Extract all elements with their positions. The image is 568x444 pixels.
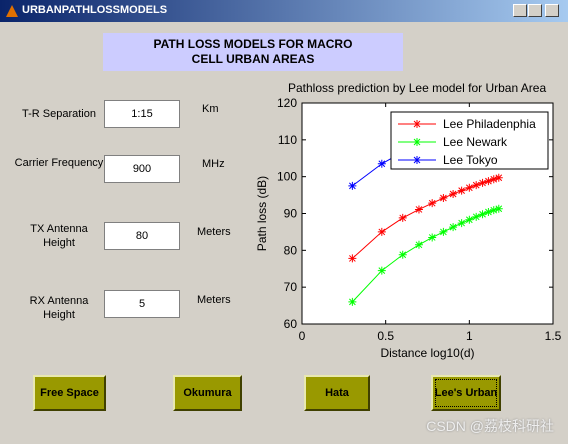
header-text: PATH LOSS MODELS FOR MACRO CELL URBAN AR… (153, 37, 353, 66)
action-button[interactable]: Lee's Urban (431, 375, 501, 411)
field-input[interactable]: 5 (104, 290, 180, 318)
y-tick-label: 80 (284, 243, 298, 257)
field-label: Carrier Frequency (14, 157, 104, 169)
marker (414, 205, 423, 214)
action-button[interactable]: Free Space (33, 375, 106, 411)
field-unit: Meters (197, 294, 231, 306)
chart-title: Pathloss prediction by Lee model for Urb… (288, 81, 546, 95)
x-axis-label: Distance log10(d) (380, 346, 474, 360)
y-tick-label: 70 (284, 280, 298, 294)
y-tick-label: 120 (277, 96, 297, 110)
marker (484, 177, 493, 186)
field-input[interactable]: 80 (104, 222, 180, 250)
field-unit: MHz (202, 158, 225, 170)
field-label: RX Antenna Height (29, 295, 89, 321)
field-label: TX Antenna Height (30, 223, 88, 249)
action-button[interactable]: Okumura (173, 375, 242, 411)
marker (465, 215, 474, 224)
marker (494, 204, 503, 213)
marker (439, 194, 448, 203)
marker (377, 227, 386, 236)
close-button[interactable] (545, 4, 559, 17)
marker (377, 266, 386, 275)
action-button[interactable]: Hata (304, 375, 370, 411)
y-tick-label: 100 (277, 170, 297, 184)
marker (478, 210, 487, 219)
legend-marker (413, 120, 421, 128)
marker (348, 297, 357, 306)
marker (457, 186, 466, 195)
marker (449, 223, 458, 232)
marker (439, 227, 448, 236)
watermark: CSDN @荔枝科研社 (426, 418, 554, 434)
y-tick-label: 110 (278, 133, 297, 147)
legend-marker (413, 138, 421, 146)
title-bar: URBANPATHLOSSMODELS (0, 0, 568, 22)
x-tick-label: 1.5 (545, 329, 562, 343)
y-axis-label: Path loss (dB) (255, 176, 269, 251)
legend-label: Lee Philadenphia (443, 117, 536, 131)
legend-marker (413, 156, 421, 164)
marker (472, 212, 481, 221)
marker (478, 178, 487, 187)
marker (348, 254, 357, 263)
minimize-button[interactable] (513, 4, 527, 17)
field-unit: Meters (197, 226, 231, 238)
marker (494, 173, 503, 182)
marker (457, 219, 466, 228)
maximize-button[interactable] (528, 4, 542, 17)
x-tick-label: 0.5 (377, 329, 394, 343)
chart: Pathloss prediction by Lee model for Urb… (255, 81, 562, 360)
field-input[interactable]: 1:15 (104, 100, 180, 128)
header: PATH LOSS MODELS FOR MACRO CELL URBAN AR… (103, 33, 403, 71)
x-tick-label: 1 (466, 329, 473, 343)
legend: Lee Philadenphia Lee Newark Lee Tokyo (390, 111, 549, 170)
marker (414, 240, 423, 249)
field-unit: Km (202, 103, 219, 115)
marker (465, 183, 474, 192)
legend-label: Lee Newark (443, 135, 508, 149)
field-input[interactable]: 900 (104, 155, 180, 183)
marker (428, 233, 437, 242)
marker (472, 181, 481, 190)
marker (489, 175, 498, 184)
marker (489, 206, 498, 215)
y-tick-label: 90 (284, 207, 298, 221)
y-tick-label: 60 (284, 317, 298, 331)
marker (348, 181, 357, 190)
x-tick-label: 0 (299, 329, 306, 343)
app-icon (6, 5, 18, 17)
marker (484, 208, 493, 217)
marker (398, 213, 407, 222)
marker (428, 199, 437, 208)
marker (377, 159, 386, 168)
marker (449, 189, 458, 198)
legend-label: Lee Tokyo (443, 153, 498, 167)
marker (398, 250, 407, 259)
window-title: URBANPATHLOSSMODELS (22, 4, 168, 16)
field-label: T-R Separation (22, 108, 96, 120)
